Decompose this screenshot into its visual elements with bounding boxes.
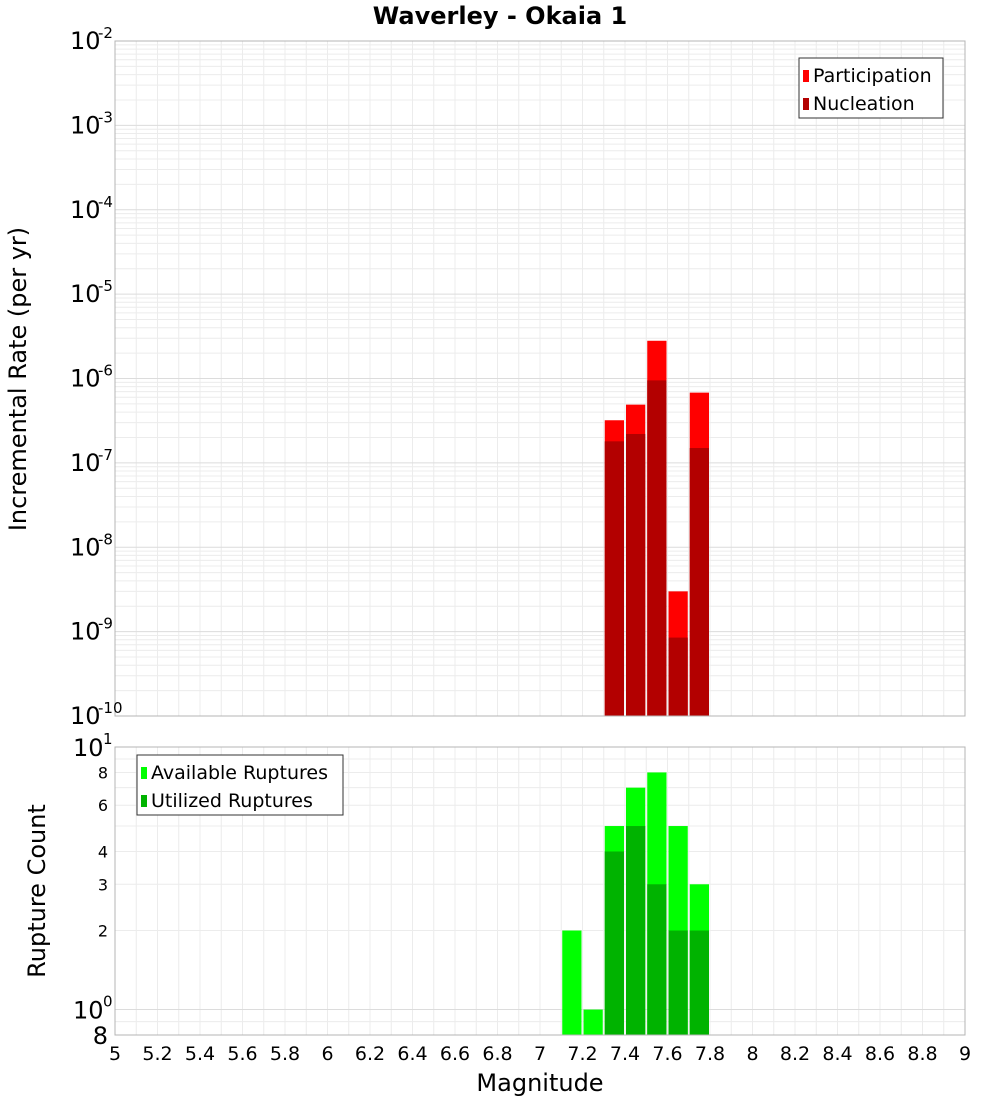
x-tick-label: 5.2 <box>142 1043 172 1065</box>
x-tick-label: 6 <box>321 1043 333 1065</box>
y-tick-exponent: 1 <box>103 730 113 748</box>
top-panel: 10-1010-910-810-710-610-510-410-310-2Par… <box>70 24 966 730</box>
x-tick-label: 9 <box>959 1043 971 1065</box>
bar-nucleation <box>604 441 624 716</box>
top-y-axis-label: Incremental Rate (per yr) <box>4 227 32 531</box>
x-axis-label: Magnitude <box>476 1069 603 1097</box>
y-tick-label: 8 <box>93 1022 108 1050</box>
bar-available-ruptures <box>583 1009 603 1035</box>
y-tick-label: 10 <box>70 111 101 139</box>
y-tick-exponent: -5 <box>98 277 113 295</box>
x-tick-label: 5 <box>109 1043 121 1065</box>
y-tick-label: 3 <box>98 875 108 894</box>
x-tick-label: 5.4 <box>185 1043 215 1065</box>
x-tick-label: 6.4 <box>397 1043 427 1065</box>
y-tick-label: 10 <box>70 533 101 561</box>
y-tick-label: 2 <box>98 922 108 941</box>
x-tick-label: 8.4 <box>822 1043 852 1065</box>
bar-nucleation <box>668 637 688 716</box>
x-tick-label: 7 <box>534 1043 546 1065</box>
x-tick-label: 5.6 <box>227 1043 257 1065</box>
y-tick-exponent: -4 <box>98 193 113 211</box>
legend-box <box>798 57 944 119</box>
x-tick-label: 7.2 <box>567 1043 597 1065</box>
bar-available-ruptures <box>562 930 582 1035</box>
y-tick-exponent: -6 <box>98 362 113 380</box>
x-tick-label: 8.2 <box>780 1043 810 1065</box>
bar-utilized-ruptures <box>626 826 646 1035</box>
y-tick-exponent: -3 <box>98 108 113 126</box>
y-tick-label: 10 <box>70 618 101 646</box>
bar-utilized-ruptures <box>668 930 688 1035</box>
y-tick-exponent: -8 <box>98 530 113 548</box>
bar-utilized-ruptures <box>604 851 624 1035</box>
bar-nucleation <box>626 433 646 716</box>
y-tick-label: 10 <box>70 365 101 393</box>
y-tick-label: 6 <box>98 796 108 815</box>
y-tick-label: 8 <box>98 763 108 782</box>
x-tick-label: 6.2 <box>355 1043 385 1065</box>
y-tick-label: 10 <box>70 702 101 730</box>
legend-swatch <box>141 767 147 779</box>
legend-swatch <box>803 70 809 82</box>
y-tick-exponent: -10 <box>98 699 123 717</box>
x-tick-label: 7.4 <box>610 1043 640 1065</box>
y-tick-exponent: -9 <box>98 615 113 633</box>
y-tick-exponent: -7 <box>98 446 113 464</box>
y-tick-exponent: 0 <box>103 993 113 1011</box>
y-tick-label: 10 <box>73 997 104 1025</box>
x-tick-label: 8.6 <box>865 1043 895 1065</box>
y-tick-label: 10 <box>70 449 101 477</box>
legend-label: Participation <box>813 65 932 87</box>
legend-label: Nucleation <box>813 93 915 115</box>
bar-nucleation <box>647 380 667 716</box>
x-tick-label: 5.8 <box>270 1043 300 1065</box>
plot-frame <box>114 40 966 717</box>
x-tick-label: 6.8 <box>482 1043 512 1065</box>
bar-utilized-ruptures <box>647 884 667 1035</box>
legend-label: Utilized Ruptures <box>151 790 313 812</box>
x-tick-label: 7.8 <box>695 1043 725 1065</box>
bar-utilized-ruptures <box>689 930 709 1035</box>
x-tick-label: 8 <box>746 1043 758 1065</box>
y-tick-label: 4 <box>98 842 108 861</box>
bottom-y-axis-label: Rupture Count <box>23 804 51 978</box>
y-tick-label: 10 <box>73 734 104 762</box>
legend-box <box>136 754 344 816</box>
x-axis: 5 5.2 5.4 5.6 5.8 6 6.2 6.4 6.6 6.8 7 7.2 7.4 7.6 7.8 8… <box>109 1043 971 1065</box>
x-tick-label: 8.8 <box>907 1043 937 1065</box>
legend-swatch <box>141 795 147 807</box>
y-tick-exponent: -2 <box>98 24 113 42</box>
plot-frame <box>114 746 966 1036</box>
y-tick-label: 10 <box>70 27 101 55</box>
x-tick-label: 6.6 <box>440 1043 470 1065</box>
legend-swatch <box>803 98 809 110</box>
legend-label: Available Ruptures <box>151 762 328 784</box>
chart-title: Waverley - Okaia 1 <box>373 2 627 30</box>
bar-nucleation <box>689 448 709 716</box>
y-tick-label: 10 <box>70 196 101 224</box>
y-tick-label: 10 <box>70 280 101 308</box>
x-tick-label: 7.6 <box>652 1043 682 1065</box>
